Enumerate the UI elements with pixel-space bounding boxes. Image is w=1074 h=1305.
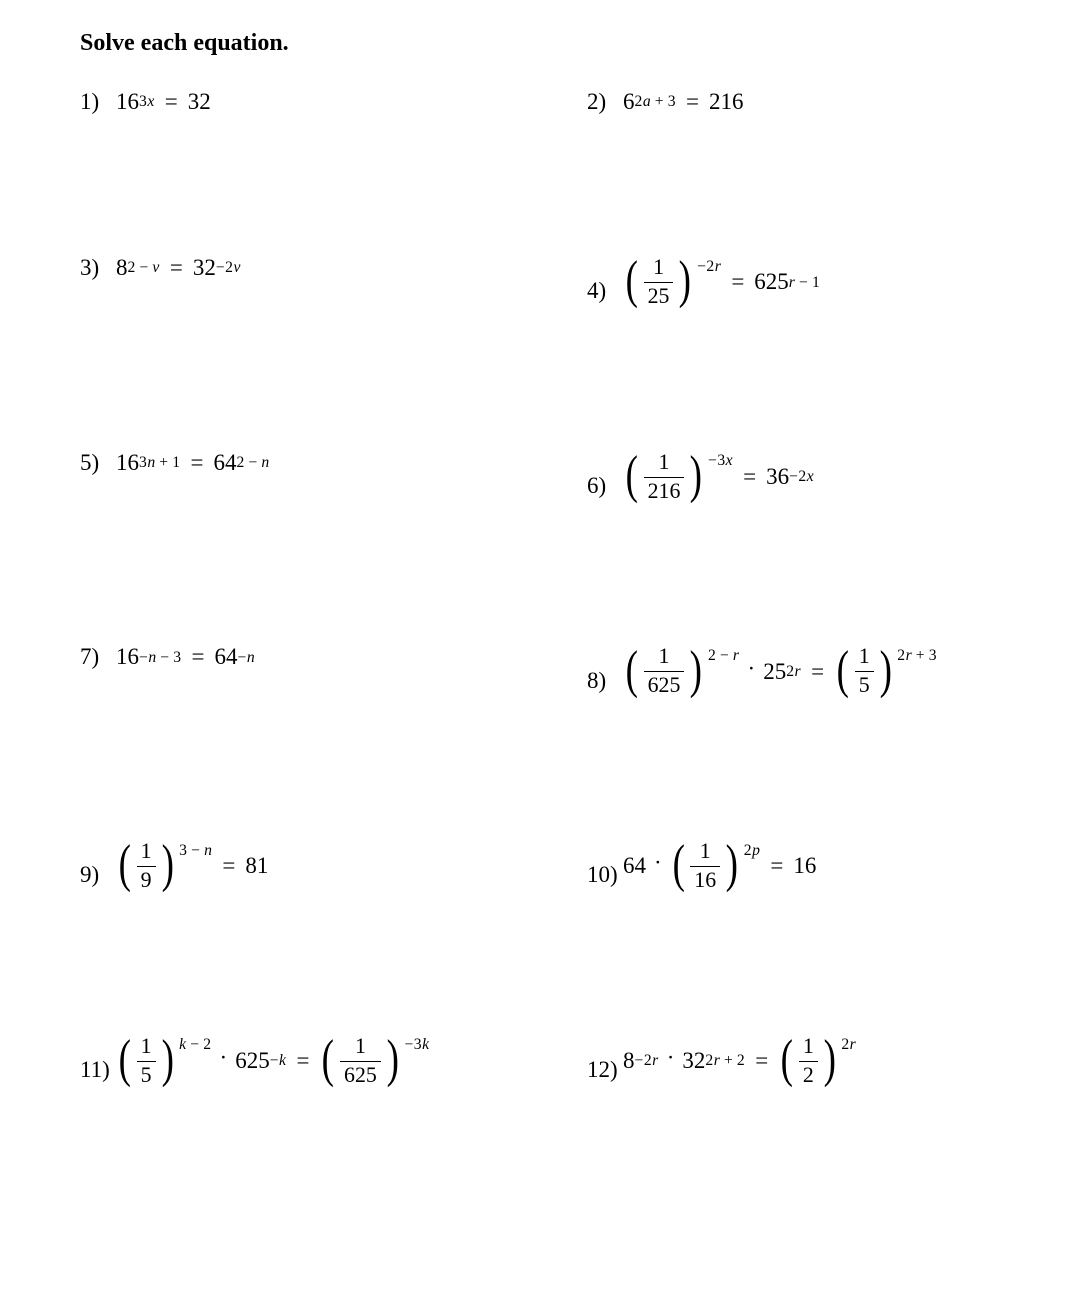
problem-number: 11) <box>80 1039 116 1083</box>
equation: 163x=32 <box>116 89 211 115</box>
problem-grid: 1)163x=322)62a + 3=2163)82 − v=32−2v4)(1… <box>80 89 1034 1088</box>
problem: 4)(125)−2r=625r − 1 <box>527 255 1034 310</box>
problem: 8)(1625)2 − r·252r=(15)2r + 3 <box>527 644 1034 699</box>
problem-number: 1) <box>80 89 116 115</box>
problem-number: 3) <box>80 255 116 281</box>
problem-row: 11)(15)k − 2·625−k=(1625)−3k12)8−2r·322r… <box>80 1034 1034 1089</box>
page-heading: Solve each equation. <box>80 30 1034 57</box>
problem: 5)163n + 1=642 − n <box>80 450 527 476</box>
problem: 2)62a + 3=216 <box>527 89 1034 115</box>
problem: 10)64·(116)2p=16 <box>527 839 1034 894</box>
problem-row: 5)163n + 1=642 − n6)(1216)−3x=36−2x <box>80 450 1034 505</box>
problem: 9)(19)3 − n=81 <box>80 839 527 894</box>
equation: (19)3 − n=81 <box>116 839 268 894</box>
problem: 7)16−n − 3=64−n <box>80 644 527 670</box>
equation: (1216)−3x=36−2x <box>623 450 814 505</box>
equation: 82 − v=32−2v <box>116 255 241 281</box>
equation: 8−2r·322r + 2=(12)2r <box>623 1034 856 1089</box>
problem-number: 2) <box>587 89 623 115</box>
equation: 16−n − 3=64−n <box>116 644 255 670</box>
equation: 62a + 3=216 <box>623 89 744 115</box>
problem-number: 6) <box>587 455 623 499</box>
equation: 163n + 1=642 − n <box>116 450 270 476</box>
equation: (15)k − 2·625−k=(1625)−3k <box>116 1034 430 1089</box>
problem-row: 1)163x=322)62a + 3=216 <box>80 89 1034 115</box>
problem-number: 5) <box>80 450 116 476</box>
problem-row: 9)(19)3 − n=8110)64·(116)2p=16 <box>80 839 1034 894</box>
problem-number: 12) <box>587 1039 623 1083</box>
problem: 1)163x=32 <box>80 89 527 115</box>
problem-row: 3)82 − v=32−2v4)(125)−2r=625r − 1 <box>80 255 1034 310</box>
problem: 3)82 − v=32−2v <box>80 255 527 281</box>
problem: 6)(1216)−3x=36−2x <box>527 450 1034 505</box>
problem-number: 10) <box>587 844 623 888</box>
equation: (125)−2r=625r − 1 <box>623 255 820 310</box>
problem: 11)(15)k − 2·625−k=(1625)−3k <box>80 1034 527 1089</box>
problem-number: 4) <box>587 260 623 304</box>
problem-row: 7)16−n − 3=64−n8)(1625)2 − r·252r=(15)2r… <box>80 644 1034 699</box>
equation: (1625)2 − r·252r=(15)2r + 3 <box>623 644 937 699</box>
problem-number: 8) <box>587 650 623 694</box>
problem: 12)8−2r·322r + 2=(12)2r <box>527 1034 1034 1089</box>
problem-number: 7) <box>80 644 116 670</box>
problem-number: 9) <box>80 844 116 888</box>
equation: 64·(116)2p=16 <box>623 839 816 894</box>
